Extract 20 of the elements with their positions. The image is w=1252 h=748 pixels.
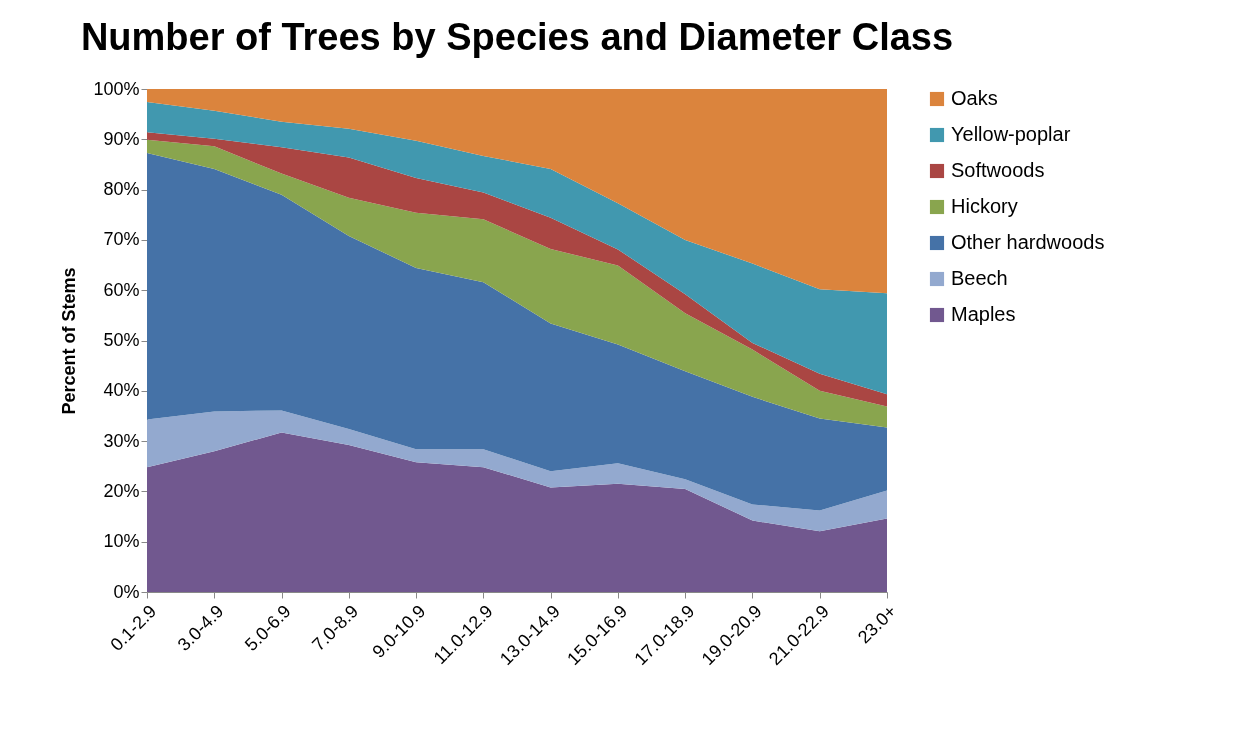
chart-title: Number of Trees by Species and Diameter Class bbox=[80, 16, 954, 58]
legend-label: Yellow-poplar bbox=[951, 123, 1071, 145]
legend-label: Softwoods bbox=[951, 159, 1045, 181]
y-tick-label: 100% bbox=[93, 78, 140, 99]
y-axis-title: Percent of Stems bbox=[59, 267, 80, 415]
y-tick-label: 80% bbox=[103, 179, 140, 200]
y-tick-label: 0% bbox=[113, 581, 140, 602]
legend-label: Other hardwoods bbox=[951, 231, 1105, 253]
y-tick-label: 60% bbox=[103, 279, 140, 300]
legend-label: Beech bbox=[951, 267, 1008, 289]
legend-label: Oaks bbox=[951, 87, 998, 109]
legend-label: Hickory bbox=[951, 195, 1018, 217]
y-tick-label: 10% bbox=[103, 531, 140, 552]
y-tick-label: 20% bbox=[103, 480, 140, 501]
y-tick-label: 70% bbox=[103, 229, 140, 250]
y-tick-label: 30% bbox=[103, 430, 140, 451]
y-tick-label: 90% bbox=[103, 128, 140, 149]
y-tick-label: 40% bbox=[103, 380, 140, 401]
legend-label: Maples bbox=[951, 303, 1016, 325]
y-tick-label: 50% bbox=[103, 330, 140, 350]
